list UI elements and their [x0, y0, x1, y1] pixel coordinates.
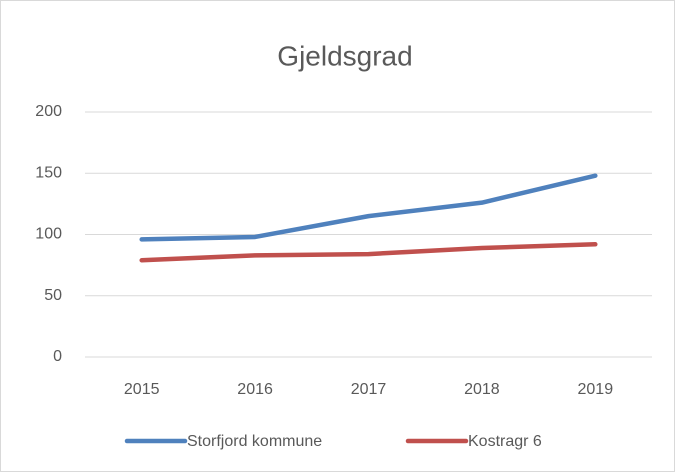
- y-tick-label: 50: [44, 287, 62, 304]
- y-tick-label: 100: [35, 226, 62, 243]
- y-tick-label: 200: [35, 103, 62, 120]
- y-tick-label: 150: [35, 164, 62, 181]
- legend-label: Storfjord kommune: [187, 433, 322, 450]
- x-tick-label: 2018: [464, 381, 500, 398]
- y-tick-label: 0: [53, 348, 62, 365]
- x-tick-label: 2019: [578, 381, 614, 398]
- series-line: [139, 173, 598, 242]
- x-tick-label: 2017: [351, 381, 387, 398]
- x-tick-label: 2015: [124, 381, 160, 398]
- chart-title: Gjeldsgrad: [277, 40, 412, 71]
- x-tick-label: 2016: [237, 381, 273, 398]
- series-line: [139, 242, 598, 263]
- legend-label: Kostragr 6: [468, 433, 542, 450]
